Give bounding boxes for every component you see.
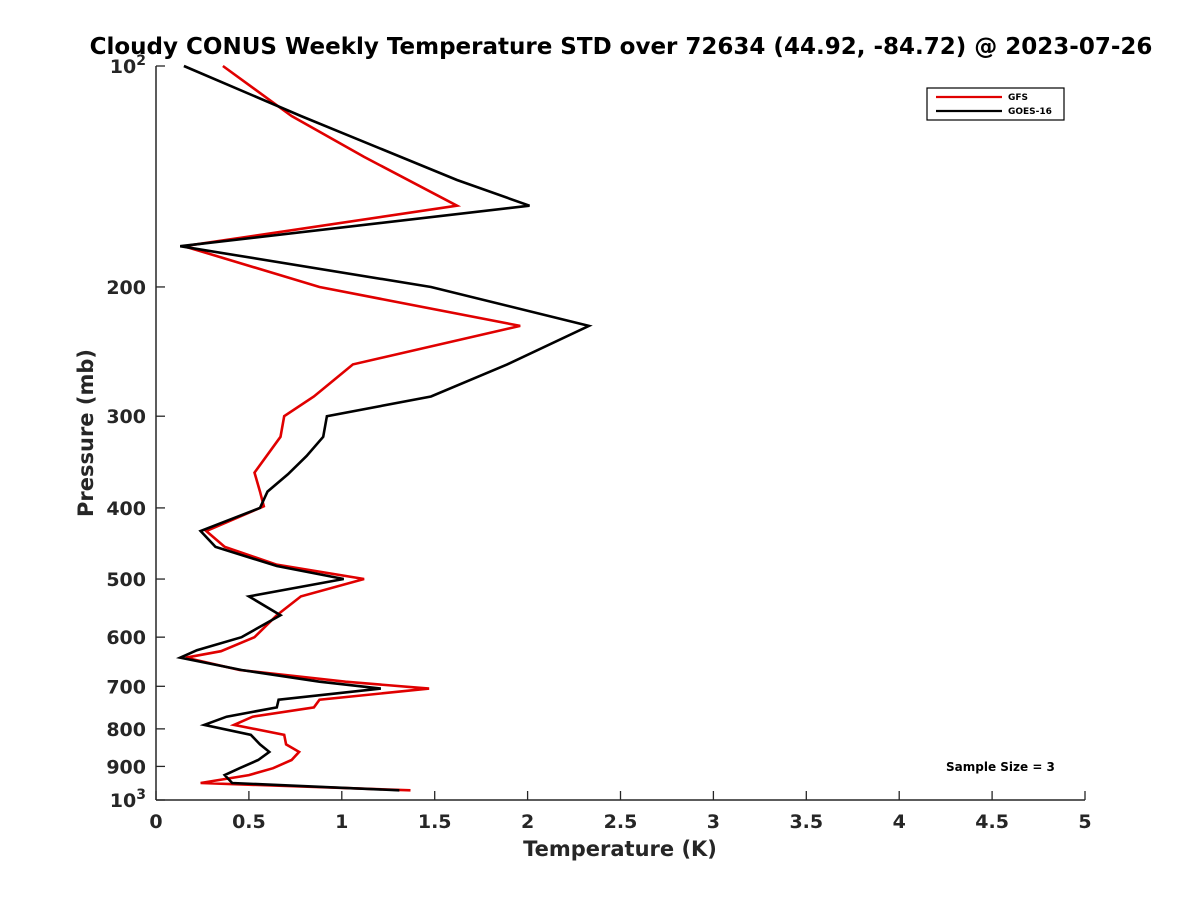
legend-label-gfs: GFS	[1008, 93, 1028, 103]
x-tick-label: 5	[1078, 811, 1091, 833]
x-tick-label: 1.5	[418, 811, 452, 833]
series-line-goes-16	[175, 64, 593, 792]
y-tick-label: 900	[106, 756, 146, 778]
y-tick-label: 600	[106, 627, 146, 649]
y-tick-label: 700	[106, 676, 146, 698]
series-layer	[175, 64, 593, 792]
legend: GFS GOES-16	[926, 87, 1065, 121]
x-ticks: 0 0.5 1 1.5 2 2.5 3 3.5 4 4.5 5	[149, 791, 1092, 833]
x-tick-label: 2	[521, 811, 534, 833]
y-tick-label: 102	[110, 53, 146, 78]
sample-size-annotation: Sample Size = 3	[946, 760, 1055, 774]
y-tick-label: 400	[106, 498, 146, 520]
x-tick-label: 0.5	[232, 811, 266, 833]
y-tick-label: 300	[106, 406, 146, 428]
y-axis-label: Pressure (mb)	[74, 349, 98, 517]
series-line-gfs	[183, 64, 521, 792]
x-axis-label: Temperature (K)	[523, 837, 717, 861]
y-tick-label: 200	[106, 277, 146, 299]
x-tick-label: 3	[707, 811, 720, 833]
chart-title: Cloudy CONUS Weekly Temperature STD over…	[90, 34, 1153, 60]
x-tick-label: 2.5	[604, 811, 638, 833]
y-tick-label: 800	[106, 719, 146, 741]
x-tick-label: 4	[893, 811, 906, 833]
y-tick-label: 500	[106, 569, 146, 591]
legend-box	[926, 87, 1065, 121]
x-tick-label: 1	[335, 811, 348, 833]
y-tick-label: 103	[110, 787, 146, 812]
x-tick-label: 0	[149, 811, 162, 833]
y-ticks: 102 200 300 400 500 600 700 800 900 103	[106, 53, 165, 812]
legend-label-goes-16: GOES-16	[1008, 107, 1052, 117]
x-tick-label: 3.5	[789, 811, 823, 833]
x-tick-label: 4.5	[975, 811, 1009, 833]
